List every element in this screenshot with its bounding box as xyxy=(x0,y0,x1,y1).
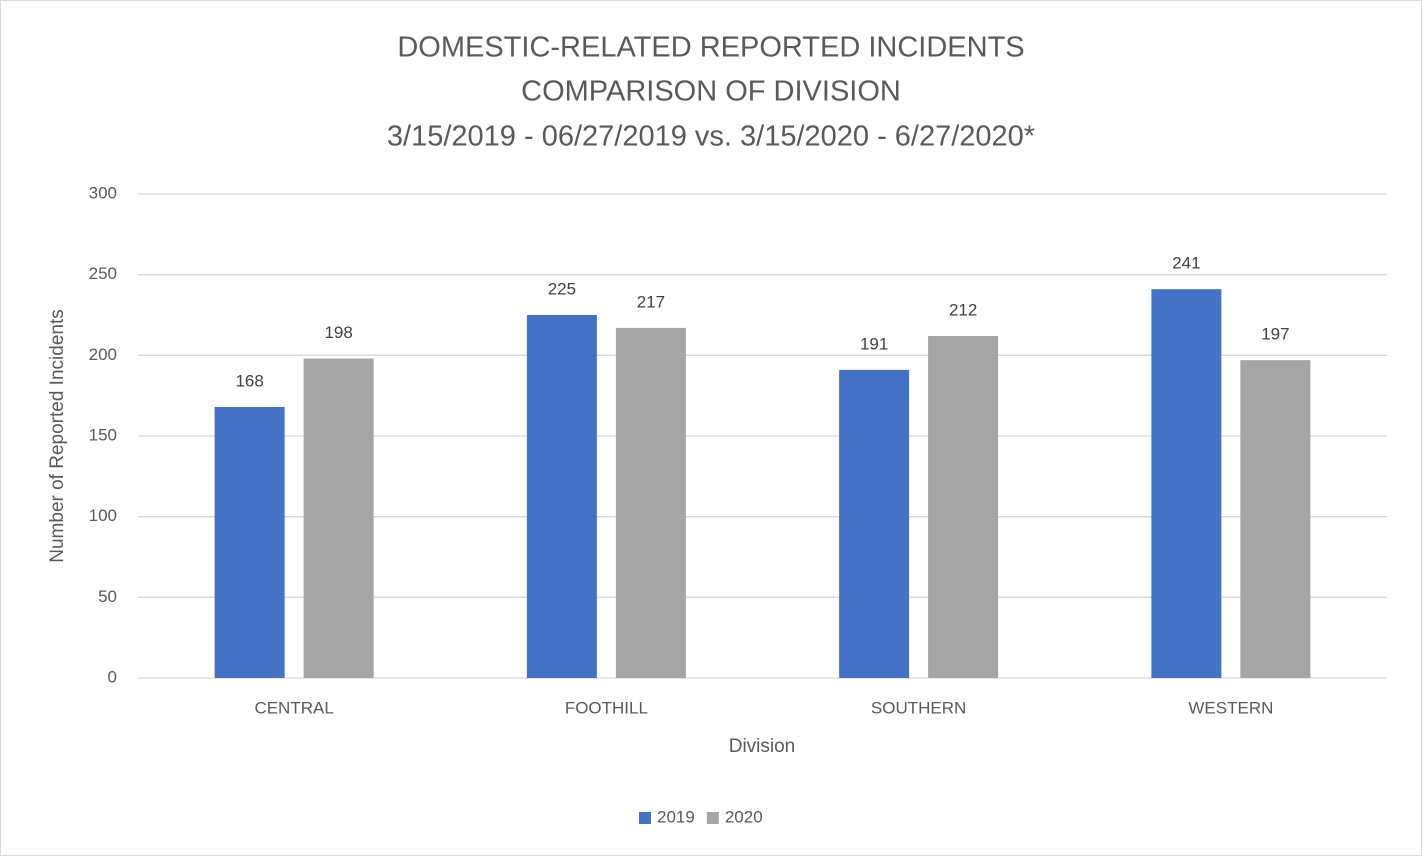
legend-swatch xyxy=(639,812,651,824)
bar xyxy=(1240,360,1311,678)
y-tick-label: 50 xyxy=(98,587,117,606)
legend-label: 2020 xyxy=(725,807,763,826)
y-axis-label: Number of Reported Incidents xyxy=(47,309,68,562)
data-label: 191 xyxy=(860,334,888,353)
y-tick-label: 200 xyxy=(89,345,117,364)
y-tick-label: 100 xyxy=(89,506,117,525)
chart-title: COMPARISON OF DIVISION xyxy=(521,76,901,108)
data-label: 198 xyxy=(324,323,352,342)
x-tick-label: SOUTHERN xyxy=(871,698,966,717)
x-tick-label: WESTERN xyxy=(1188,698,1273,717)
data-label: 225 xyxy=(548,279,576,298)
bar xyxy=(615,327,686,678)
data-label: 217 xyxy=(637,292,665,311)
bar xyxy=(526,315,597,678)
x-tick-label: CENTRAL xyxy=(254,698,333,717)
y-tick-label: 300 xyxy=(89,183,117,202)
legend-label: 2019 xyxy=(657,807,695,826)
data-label: 241 xyxy=(1172,254,1200,273)
bar xyxy=(928,335,999,678)
bar xyxy=(1151,289,1222,678)
y-tick-label: 0 xyxy=(108,667,117,686)
y-tick-label: 150 xyxy=(89,425,117,444)
y-tick-label: 250 xyxy=(89,264,117,283)
bar xyxy=(839,369,910,678)
data-label: 168 xyxy=(235,371,263,390)
x-axis-label: Division xyxy=(729,736,796,757)
bar xyxy=(303,358,374,678)
chart-title: DOMESTIC-RELATED REPORTED INCIDENTS xyxy=(397,32,1024,64)
data-label: 212 xyxy=(949,300,977,319)
data-label: 197 xyxy=(1261,325,1289,344)
legend-swatch xyxy=(706,812,719,824)
x-tick-label: FOOTHILL xyxy=(565,698,648,717)
bar xyxy=(214,406,285,678)
chart-title: 3/15/2019 - 06/27/2019 vs. 3/15/2020 - 6… xyxy=(387,121,1035,153)
